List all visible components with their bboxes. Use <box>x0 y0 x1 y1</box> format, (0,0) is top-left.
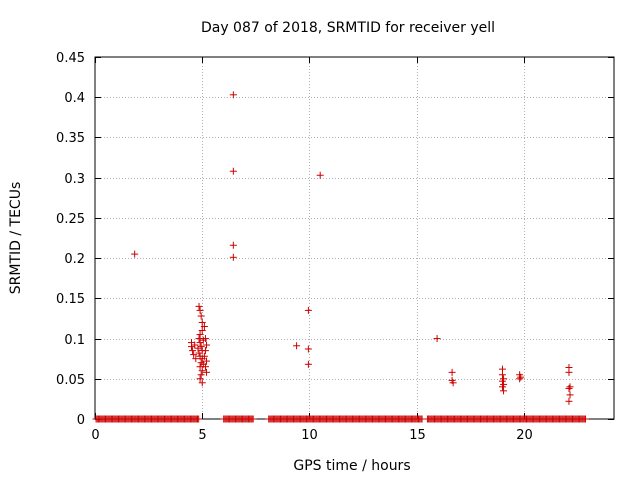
x-tick-label: 20 <box>516 428 533 443</box>
data-point <box>188 343 196 351</box>
data-point <box>195 415 203 423</box>
data-point <box>131 250 139 258</box>
x-axis-label: GPS time / hours <box>293 458 410 474</box>
data-points <box>92 91 589 423</box>
data-point <box>196 306 204 314</box>
data-point <box>198 327 206 335</box>
data-point <box>195 349 203 357</box>
chart-title: Day 087 of 2018, SRMTID for receiver yel… <box>201 20 495 36</box>
data-point <box>304 345 312 353</box>
y-tick-label: 0.4 <box>64 91 85 106</box>
data-point <box>316 171 324 179</box>
x-tick-label: 15 <box>409 428 426 443</box>
data-point <box>197 371 205 379</box>
data-point <box>565 397 573 405</box>
data-point <box>195 302 203 310</box>
data-point <box>192 355 200 363</box>
y-tick-label: 0.45 <box>56 51 85 66</box>
data-point <box>565 384 573 392</box>
data-point <box>195 335 203 343</box>
y-tick-label: 0.05 <box>56 373 85 388</box>
data-point <box>229 91 237 99</box>
data-point <box>203 357 211 365</box>
data-point <box>229 241 237 249</box>
data-point <box>196 331 204 339</box>
data-point <box>566 383 574 391</box>
data-point <box>566 391 574 399</box>
y-tick-label: 0.2 <box>64 252 85 267</box>
y-tick-label: 0.3 <box>64 172 85 187</box>
data-point <box>191 341 199 349</box>
y-tick-label: 0.25 <box>56 212 85 227</box>
data-point <box>449 379 457 387</box>
data-point <box>196 375 204 383</box>
data-point <box>498 371 506 379</box>
data-point <box>565 368 573 376</box>
data-point <box>581 415 589 423</box>
data-point <box>197 343 205 351</box>
y-tick-label: 0.15 <box>56 292 85 307</box>
data-point <box>197 312 205 320</box>
data-point <box>203 368 211 376</box>
x-tick-label: 5 <box>198 428 206 443</box>
data-point <box>304 360 312 368</box>
grid-lines <box>95 57 614 419</box>
data-point <box>229 167 237 175</box>
data-point <box>433 335 441 343</box>
data-point <box>203 341 211 349</box>
data-point <box>293 342 301 350</box>
data-point <box>199 336 207 344</box>
data-point <box>200 352 208 360</box>
data-point <box>198 379 206 387</box>
data-point <box>198 367 206 375</box>
data-point <box>498 383 506 391</box>
data-point <box>201 363 209 371</box>
y-axis-label: SRMTID / TECUs <box>8 182 24 295</box>
data-point <box>516 375 524 383</box>
data-point <box>201 347 209 355</box>
data-point <box>200 322 208 330</box>
data-point <box>500 387 508 395</box>
data-point <box>198 318 206 326</box>
data-point <box>517 373 525 381</box>
y-tick-label: 0.35 <box>56 131 85 146</box>
data-point <box>190 351 198 359</box>
data-point <box>249 415 257 423</box>
x-tick-label: 0 <box>91 428 99 443</box>
x-tick-label: 10 <box>301 428 318 443</box>
y-tick-label: 0 <box>77 413 85 428</box>
data-point <box>229 253 237 261</box>
y-tick-label: 0.1 <box>64 333 85 348</box>
data-point <box>304 306 312 314</box>
axis-ticks: 0 0.05 0.1 0.15 0.2 0.25 0.3 0.35 0.4 0.45 0 5 10 15 2… <box>56 51 614 443</box>
data-point <box>189 347 197 355</box>
data-point <box>448 368 456 376</box>
data-point <box>194 344 202 352</box>
